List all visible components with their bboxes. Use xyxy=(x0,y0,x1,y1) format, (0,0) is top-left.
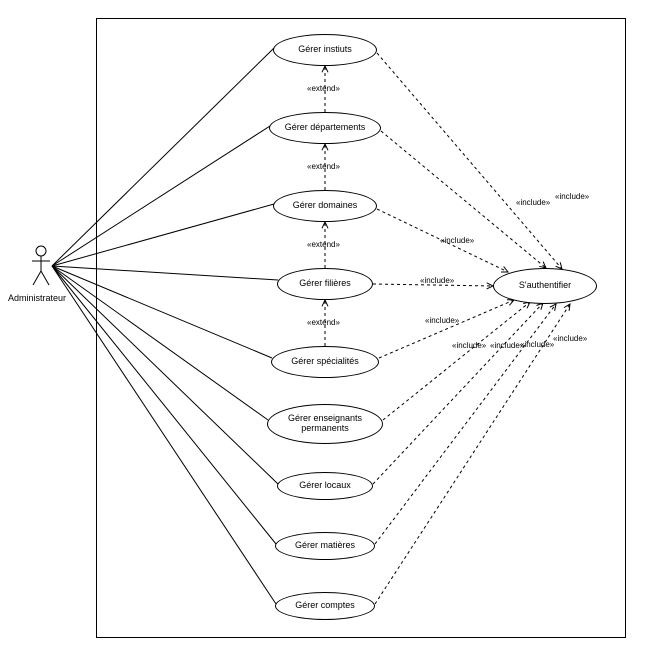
usecase-comptes: Gérer comptes xyxy=(275,592,375,620)
usecase-locaux: Gérer locaux xyxy=(277,472,373,500)
include-label: «include» xyxy=(520,340,554,349)
usecase-filieres: Gérer filières xyxy=(277,268,373,300)
extend-label: «extend» xyxy=(307,240,340,249)
diagram-canvas: Administrateur Gérer instiuts Gérer dépar… xyxy=(0,0,645,649)
usecase-domaines: Gérer domaines xyxy=(273,190,377,222)
include-label: «include» xyxy=(440,236,474,245)
usecase-enseignants: Gérer enseignants permanents xyxy=(267,404,383,444)
include-label: «include» xyxy=(452,341,486,350)
include-label: «include» xyxy=(553,334,587,343)
extend-label: «extend» xyxy=(307,162,340,171)
usecase-instituts: Gérer instiuts xyxy=(273,34,377,66)
usecase-specialites: Gérer spécialités xyxy=(271,346,379,378)
actor-figure xyxy=(30,245,52,292)
usecase-auth: S'authentifier xyxy=(493,268,597,304)
include-label: «include» xyxy=(555,192,589,201)
actor-label: Administrateur xyxy=(8,293,66,303)
extend-label: «extend» xyxy=(307,318,340,327)
include-label: «include» xyxy=(420,276,454,285)
include-label: «include» xyxy=(516,198,550,207)
usecase-matieres: Gérer matières xyxy=(275,532,375,560)
include-label: «include» xyxy=(425,316,459,325)
usecase-departements: Gérer départements xyxy=(269,112,381,144)
extend-label: «extend» xyxy=(307,84,340,93)
